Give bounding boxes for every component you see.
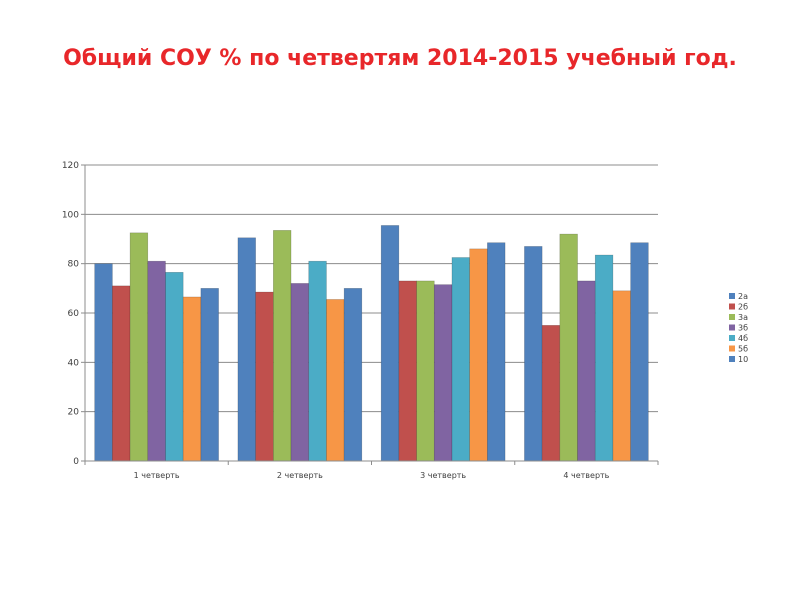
bar xyxy=(524,246,543,462)
bar xyxy=(594,254,614,462)
bar xyxy=(433,284,453,462)
y-tick-label: 80 xyxy=(68,260,80,270)
bar xyxy=(147,260,166,462)
x-tick-label: 2 четверть xyxy=(277,471,323,480)
bar xyxy=(612,290,631,462)
x-tick-label: 1 четверть xyxy=(134,471,180,480)
y-tick-label: 120 xyxy=(62,161,79,171)
bar xyxy=(416,280,435,462)
bar xyxy=(541,325,561,462)
bar xyxy=(630,242,649,462)
legend-swatch xyxy=(729,314,735,320)
bar xyxy=(165,271,184,462)
bar xyxy=(308,260,327,462)
bar xyxy=(326,299,345,462)
x-tick-label: 4 четверть xyxy=(563,471,609,480)
bar xyxy=(559,233,578,462)
bar xyxy=(129,232,149,462)
bar xyxy=(577,280,596,462)
legend-label: 10 xyxy=(738,355,748,364)
y-tick-label: 20 xyxy=(68,408,80,418)
legend-swatch xyxy=(729,356,735,362)
bar xyxy=(94,263,113,462)
bar xyxy=(469,248,488,462)
bar xyxy=(451,257,470,462)
bar xyxy=(380,225,400,462)
y-tick-label: 0 xyxy=(73,457,79,467)
legend-swatch xyxy=(729,303,735,310)
bar xyxy=(200,288,219,462)
bar xyxy=(255,291,274,462)
bar xyxy=(290,283,310,462)
legend-label: 2б xyxy=(738,303,748,312)
bars xyxy=(94,225,649,462)
legend-label: 3б xyxy=(738,324,748,333)
x-tick-label: 3 четверть xyxy=(420,471,466,480)
y-tick-labels: 0 20 40 60 80 100 120 xyxy=(62,161,79,467)
x-tick-labels: 1 четверть 2 четверть 3 четверть 4 четверть xyxy=(134,471,610,480)
y-tick-label: 100 xyxy=(62,210,79,220)
bar xyxy=(487,242,506,462)
chart-title: Общий СОУ % по четвертям 2014-2015 учебн… xyxy=(63,46,737,71)
legend-swatch xyxy=(729,335,735,341)
bar xyxy=(182,296,202,462)
legend-label: 4б xyxy=(738,334,748,343)
bar xyxy=(237,237,256,462)
legend-swatch xyxy=(729,293,735,299)
bar xyxy=(273,230,292,462)
legend-swatch xyxy=(729,345,735,352)
legend-label: 3а xyxy=(738,313,748,322)
bar xyxy=(343,288,363,462)
legend-label: 5б xyxy=(738,345,748,354)
y-tick-label: 60 xyxy=(68,309,80,319)
bar xyxy=(398,280,417,462)
legend-label: 2а xyxy=(738,292,748,301)
axes xyxy=(81,164,659,465)
bar xyxy=(112,285,131,462)
y-tick-label: 40 xyxy=(68,358,80,368)
legend-swatch xyxy=(729,324,735,331)
